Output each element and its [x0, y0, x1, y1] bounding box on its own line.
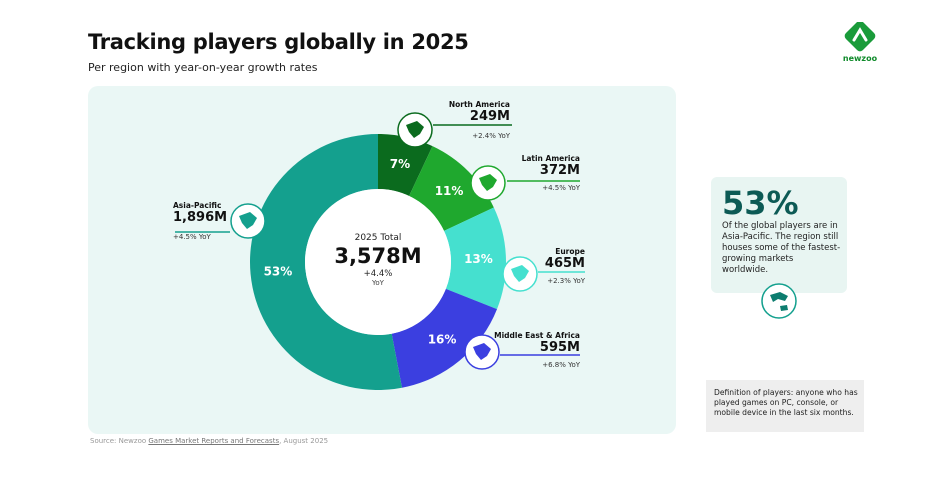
donut-slice-middle-east-africa — [391, 288, 498, 388]
region-asia-pacific: Asia-Pacific 1,896M +4.5% YoY — [173, 201, 253, 241]
north-america-map-icon — [397, 112, 433, 148]
region-name: Middle East & Africa — [494, 331, 580, 340]
asia-pacific-map-icon — [230, 203, 266, 239]
region-growth: +2.3% YoY — [547, 277, 585, 285]
definition-text: Definition of players: anyone who has pl… — [714, 388, 858, 417]
newzoo-logo-icon[interactable] — [843, 22, 877, 62]
region-growth: +6.8% YoY — [542, 361, 580, 369]
europe-map-icon — [502, 256, 538, 292]
region-growth: +4.5% YoY — [173, 233, 211, 241]
region-value: 372M — [539, 163, 580, 178]
source-note: Source: Newzoo Games Market Reports and … — [90, 437, 328, 445]
region-latin-america: Latin America 372M +4.5% YoY — [500, 154, 580, 192]
slice-percent-label: 53% — [264, 264, 293, 278]
logo-wordmark: newzoo — [842, 54, 878, 63]
region-name: North America — [448, 100, 510, 109]
center-growth-unit: YoY — [372, 279, 384, 287]
donut-slice-europe — [444, 207, 506, 310]
definition-card — [706, 380, 864, 432]
donut-hole — [305, 189, 451, 335]
donut-slice-north-america — [378, 134, 433, 196]
asia-pacific-map-icon — [761, 283, 797, 319]
region-growth: +2.4% YoY — [472, 132, 510, 140]
source-link[interactable]: Games Market Reports and Forecasts — [148, 437, 280, 445]
center-label: 2025 Total — [354, 233, 402, 243]
region-value: 249M — [469, 109, 510, 124]
slice-percent-label: 13% — [464, 252, 493, 266]
highlight-value: 53% — [722, 184, 799, 222]
donut-slice-latin-america — [409, 146, 494, 231]
page-subtitle: Per region with year-on-year growth rate… — [88, 61, 318, 74]
slice-percent-label: 7% — [390, 157, 410, 171]
region-name: Asia-Pacific — [173, 201, 222, 210]
region-north-america: North America 249M +2.4% YoY — [430, 100, 510, 140]
region-value: 1,896M — [173, 210, 228, 225]
region-name: Latin America — [521, 154, 580, 163]
donut-slice-asia-pacific — [249, 134, 402, 390]
page-title: Tracking players globally in 2025 — [88, 30, 469, 54]
region-name: Europe — [555, 247, 585, 256]
region-middle-east-africa: Middle East & Africa 595M +6.8% YoY — [480, 331, 580, 369]
latin-america-map-icon — [470, 165, 506, 201]
center-total: 2025 Total 3,578M +4.4% YoY — [318, 233, 438, 287]
slice-percent-label: 16% — [428, 332, 457, 346]
center-value: 3,578M — [334, 244, 422, 268]
source-suffix: , August 2025 — [279, 437, 329, 445]
highlight-text: Of the global players are in Asia-Pacifi… — [722, 221, 841, 275]
region-value: 595M — [539, 340, 580, 355]
center-growth: +4.4% — [363, 269, 393, 279]
highlight-card — [711, 177, 847, 293]
slice-percent-label: 11% — [435, 184, 464, 198]
source-prefix: Source: Newzoo — [90, 437, 149, 445]
region-growth: +4.5% YoY — [542, 184, 580, 192]
region-europe: Europe 465M +2.3% YoY — [505, 247, 585, 285]
region-value: 465M — [544, 256, 585, 271]
africa-map-icon — [464, 334, 500, 370]
